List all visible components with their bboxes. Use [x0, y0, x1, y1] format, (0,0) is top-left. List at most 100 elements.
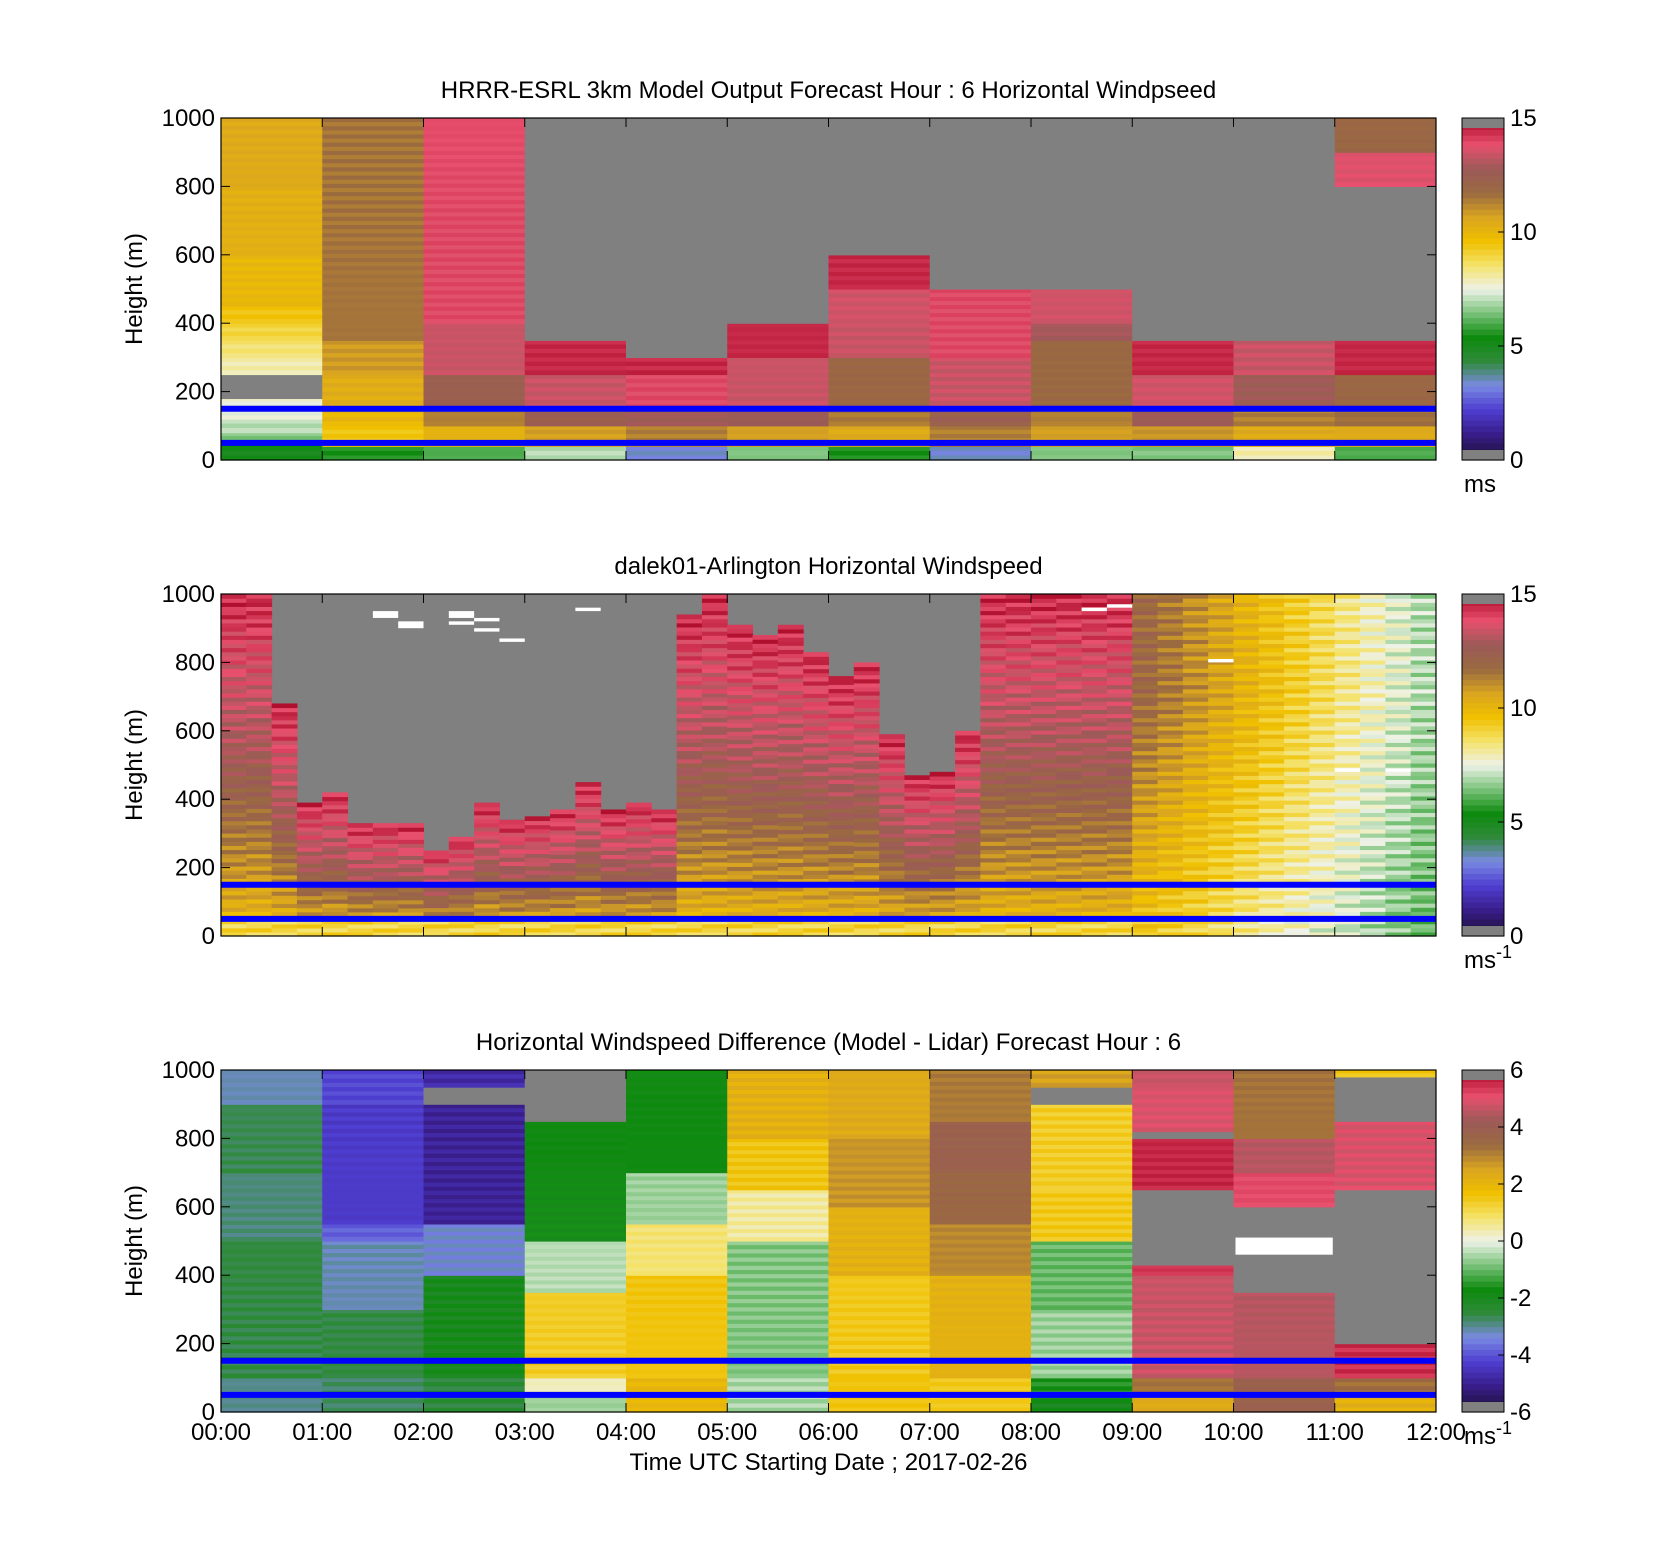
heatmap-cell [524, 187, 627, 193]
heatmap-cell [246, 598, 273, 603]
heatmap-cell [904, 845, 931, 851]
heatmap-cell [1031, 170, 1133, 176]
heatmap-cell [777, 821, 804, 827]
heatmap-cell [1334, 717, 1361, 723]
heatmap-cell [600, 829, 627, 835]
heatmap-cell [853, 666, 880, 672]
heatmap-cell [626, 1275, 728, 1280]
heatmap-cell [955, 825, 981, 830]
heatmap-cell [221, 1232, 323, 1238]
heatmap-cell [701, 734, 728, 739]
heatmap-cell [271, 846, 298, 851]
heatmap-cell [777, 899, 804, 904]
heatmap-cell [1360, 853, 1386, 859]
heatmap-cell [271, 834, 298, 839]
heatmap-cell [929, 276, 1032, 282]
heatmap-cell [879, 783, 905, 789]
heatmap-cell [727, 253, 829, 259]
heatmap-cell [727, 661, 754, 667]
heatmap-cell [221, 327, 323, 333]
colorbar-swatch [1462, 770, 1504, 777]
heatmap-cell [980, 903, 1007, 908]
colorbar-swatch [1462, 753, 1504, 760]
heatmap-cell [1132, 701, 1159, 706]
colorbar-swatch [1462, 425, 1504, 433]
heatmap-cell [1056, 746, 1083, 752]
heatmap-cell [221, 857, 247, 863]
heatmap-cell [1157, 746, 1184, 752]
heatmap-cell [1031, 1361, 1133, 1367]
heatmap-cell [1157, 701, 1184, 706]
heatmap-cell [1233, 927, 1260, 933]
heatmap-cell [1360, 738, 1386, 743]
colorbar-swatch [1462, 901, 1504, 909]
heatmap-cell [626, 1223, 728, 1229]
heatmap-cell [828, 1142, 931, 1148]
heatmap-cell [1081, 911, 1108, 916]
heatmap-cell [474, 826, 500, 832]
heatmap-cell [828, 841, 855, 846]
heatmap-cell [929, 792, 956, 798]
heatmap-cell [575, 871, 602, 876]
heatmap-cell [398, 863, 424, 869]
colorbar-swatch [1462, 759, 1504, 766]
heatmap-cell [626, 875, 652, 881]
heatmap-cell [1360, 816, 1386, 822]
heatmap-cell [980, 907, 1007, 912]
heatmap-cell [322, 1353, 424, 1359]
colorbar-swatch [1462, 340, 1504, 347]
heatmap-cell [1081, 705, 1108, 710]
heatmap-cell [1410, 886, 1437, 892]
heatmap-cell [1385, 907, 1412, 912]
heatmap-cell [1031, 1132, 1133, 1138]
heatmap-cell [929, 154, 1032, 160]
heatmap-cell [727, 788, 754, 794]
heatmap-cell [1309, 738, 1336, 743]
heatmap-cell [221, 1299, 323, 1304]
heatmap-cell [879, 861, 905, 867]
heatmap-cell [904, 927, 931, 933]
heatmap-cell [929, 1204, 1032, 1209]
heatmap-cell [221, 816, 247, 822]
heatmap-cell [727, 649, 754, 655]
heatmap-cell [955, 903, 981, 908]
heatmap-cell [1132, 878, 1159, 884]
heatmap-cell [904, 799, 931, 805]
heatmap-cell [929, 313, 1032, 318]
heatmap-cell [1056, 861, 1083, 867]
heatmap-cell [423, 134, 526, 140]
heatmap-cell [955, 775, 981, 781]
heatmap-cell [803, 676, 829, 682]
heatmap-cell [423, 306, 526, 312]
heatmap-cell [853, 793, 880, 798]
heatmap-cells [221, 594, 1588, 937]
heatmap-cell [1005, 684, 1032, 690]
heatmap-cell [246, 655, 273, 661]
heatmap-cell [221, 758, 247, 764]
heatmap-cell [701, 594, 728, 599]
heatmap-cell [271, 801, 298, 807]
heatmap-cell [980, 898, 1007, 904]
heatmap-cell [777, 931, 804, 937]
heatmap-cell [1132, 1312, 1234, 1317]
heatmap-cell [626, 1386, 728, 1392]
heatmap-cell [1106, 804, 1133, 809]
heatmap-cell [1284, 655, 1310, 661]
heatmap-cell [524, 1117, 627, 1122]
heatmap-cell [1284, 787, 1310, 793]
heatmap-cell [1182, 783, 1209, 789]
heatmap-cell [777, 854, 804, 859]
heatmap-cell [246, 729, 273, 735]
heatmap-cell [727, 241, 829, 246]
heatmap-cell [1132, 734, 1159, 739]
heatmap-cell [1081, 668, 1108, 673]
heatmap-cell [1182, 742, 1209, 748]
heatmap-cell [929, 321, 1032, 326]
heatmap-cell [727, 710, 754, 716]
heatmap-cell [1132, 631, 1159, 636]
heatmap-cell [271, 891, 298, 896]
heatmap-cell [1106, 594, 1133, 599]
heatmap-cell [398, 871, 424, 877]
heatmap-cell [929, 1223, 1032, 1229]
heatmap-cell [1106, 705, 1133, 710]
